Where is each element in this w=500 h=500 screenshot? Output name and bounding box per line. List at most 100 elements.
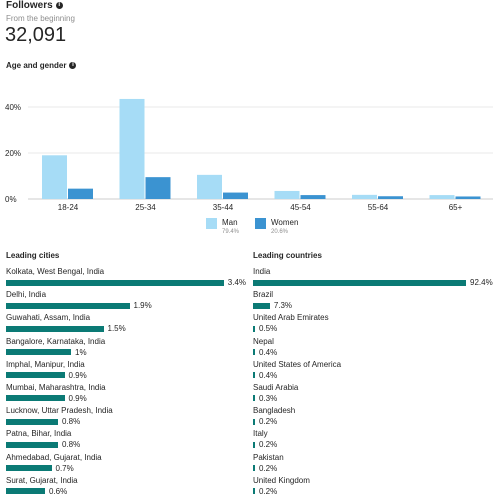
country-row-name: Saudi Arabia — [253, 382, 299, 392]
followers-title-label: Followers — [6, 0, 53, 11]
country-row-percent: 92.4% — [470, 278, 493, 287]
country-row-name: Italy — [253, 429, 268, 439]
x-tick-label: 35-44 — [213, 203, 234, 212]
country-row: United Arab Emirates 0.5% — [253, 313, 498, 336]
info-icon[interactable]: i — [55, 2, 63, 9]
city-row: Patna, Bihar, India 0.8% — [6, 429, 246, 452]
city-row: Guwahati, Assam, India 1.5% — [6, 313, 246, 336]
city-row: Bangalore, Karnataka, India 1% — [6, 337, 246, 360]
country-row: Nepal 0.4% — [253, 337, 498, 360]
leading-countries-list: India 92.4% Brazil 7.3% United Arab Emirates… — [253, 267, 498, 499]
country-row-percent: 7.3% — [273, 301, 293, 311]
city-row-bar — [6, 395, 65, 402]
city-row-bar-line: 0.8% — [6, 417, 246, 427]
bar-man-18-24 — [42, 155, 67, 199]
y-tick-label: 20% — [5, 149, 21, 158]
city-row-name: Delhi, India — [6, 290, 47, 300]
x-tick-label: 55-64 — [368, 203, 389, 212]
country-row: Bangladesh 0.2% — [253, 406, 498, 429]
city-row-name: Lucknow, Uttar Pradesh, India — [6, 406, 113, 416]
city-row: Mumbai, Maharashtra, India 0.9% — [6, 383, 246, 406]
city-row: Ahmedabad, Gujarat, India 0.7% — [6, 453, 246, 476]
city-row-bar — [6, 418, 58, 425]
country-row: United Kingdom 0.2% — [253, 476, 498, 499]
country-row-bar-line: 0.2% — [253, 440, 498, 450]
bar-women-45-54 — [300, 195, 326, 199]
legend-label-man: Man — [222, 218, 238, 227]
info-icon[interactable]: i — [69, 62, 77, 69]
city-row-bar — [6, 465, 52, 471]
country-row-bar-line: 0.2% — [253, 417, 498, 426]
country-row-bar — [253, 441, 255, 448]
country-row: India 92.4% — [253, 267, 498, 290]
city-row-bar — [6, 349, 71, 356]
country-row-name: Nepal — [253, 336, 274, 346]
country-row: Pakistan 0.2% — [253, 453, 498, 476]
city-row-bar — [6, 325, 104, 332]
city-row-name: Guwahati, Assam, India — [6, 313, 91, 323]
country-row-name: Pakistan — [253, 452, 284, 462]
city-row-bar-line: 0.7% — [6, 463, 246, 473]
city-row-name: Bangalore, Karnataka, India — [6, 336, 106, 346]
followers-subtitle: From the beginning — [6, 14, 75, 23]
city-row: Delhi, India 1.9% — [6, 290, 246, 313]
city-row-bar-line: 0.9% — [6, 370, 246, 380]
country-row-bar — [253, 372, 255, 379]
bar-man-25-34 — [119, 98, 145, 199]
legend-item-women: Women 20.6% — [255, 217, 298, 237]
country-row-bar — [253, 349, 255, 356]
city-row-bar — [6, 372, 65, 379]
country-row-name: India — [253, 267, 271, 276]
country-row-percent: 0.5% — [259, 324, 278, 334]
city-row-percent: 0.9% — [68, 393, 87, 403]
followers-title: Followers i — [6, 0, 63, 11]
country-row-bar-line: 0.2% — [253, 464, 498, 473]
country-row-bar-line: 0.5% — [253, 324, 498, 334]
country-row-name: United States of America — [253, 359, 342, 369]
y-tick-label: 0% — [5, 195, 17, 204]
legend-percent-women: 20.6% — [271, 229, 289, 235]
x-tick-label: 18-24 — [58, 203, 79, 212]
bar-women-25-34 — [145, 177, 171, 199]
followers-count: 32,091 — [5, 24, 67, 46]
bar-women-18-24 — [68, 188, 93, 199]
bar-women-65+ — [455, 196, 481, 199]
leading-countries-title: Leading countries — [253, 251, 322, 260]
country-row-percent: 0.2% — [259, 486, 278, 496]
country-row-name: United Arab Emirates — [253, 313, 329, 323]
city-row-bar-line: 1.5% — [6, 324, 246, 334]
legend-swatch-women — [255, 218, 266, 229]
city-row-name: Mumbai, Maharashtra, India — [6, 382, 106, 392]
country-row-name: United Kingdom — [253, 475, 310, 485]
city-row-percent: 0.9% — [68, 370, 87, 380]
country-row-percent: 0.4% — [259, 347, 278, 357]
country-row-bar — [253, 395, 255, 402]
x-tick-label: 65+ — [449, 203, 463, 212]
country-row: United States of America 0.4% — [253, 360, 498, 383]
leading-cities-list: Kolkata, West Bengal, India 3.4% Delhi, In… — [6, 267, 246, 499]
city-row-name: Imphal, Manipur, India — [6, 359, 85, 369]
city-row-name: Ahmedabad, Gujarat, India — [6, 452, 102, 462]
country-row: Brazil 7.3% — [253, 290, 498, 313]
country-row-bar-line: 0.4% — [253, 370, 498, 380]
city-row-percent: 0.7% — [55, 463, 74, 473]
city-row-bar — [6, 302, 130, 309]
city-row-percent: 1% — [75, 347, 87, 357]
city-row-name: Kolkata, West Bengal, India — [6, 267, 105, 276]
country-row-percent: 0.2% — [259, 440, 278, 450]
city-row-bar-line: 1% — [6, 347, 246, 357]
city-row-percent: 3.4% — [227, 278, 246, 287]
country-row-bar — [253, 302, 270, 309]
city-row-bar-line: 3.4% — [6, 278, 246, 287]
legend-swatch-man — [206, 218, 217, 229]
country-row-bar — [253, 279, 466, 286]
city-row-percent: 1.9% — [133, 301, 152, 311]
city-row-bar — [6, 279, 224, 286]
country-row-percent: 0.4% — [259, 370, 278, 380]
city-row-bar-line: 0.9% — [6, 393, 246, 403]
city-row-percent: 1.5% — [107, 324, 126, 334]
country-row-bar — [253, 488, 255, 495]
country-row: Italy 0.2% — [253, 429, 498, 452]
leading-cities-title: Leading cities — [6, 251, 60, 260]
city-row-percent: 0.8% — [62, 417, 81, 427]
